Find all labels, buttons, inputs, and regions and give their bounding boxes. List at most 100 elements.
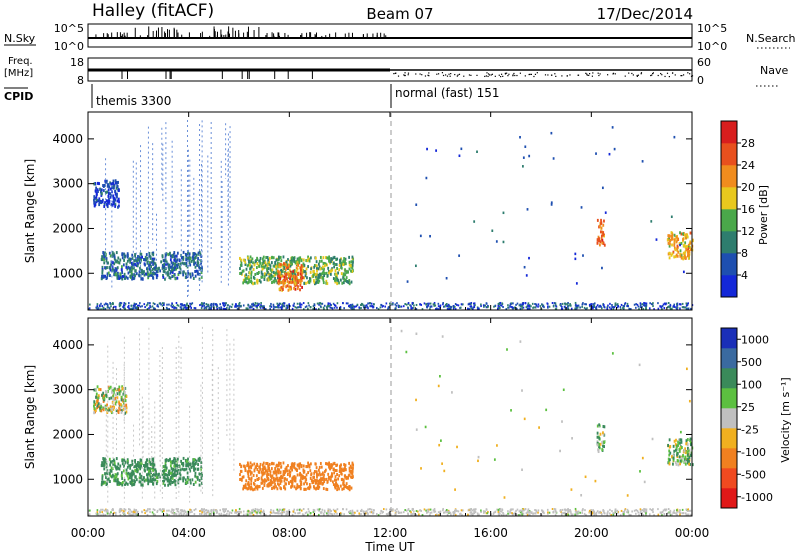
velocity-point <box>110 466 113 470</box>
velocity-point <box>471 514 474 517</box>
power-point <box>426 302 429 305</box>
velocity-point <box>596 424 599 428</box>
power-point <box>130 269 133 273</box>
velocity-point <box>292 510 295 513</box>
nave-dot <box>651 74 653 76</box>
power-point <box>252 282 254 286</box>
velocity-point <box>289 511 291 514</box>
power-point <box>123 302 126 305</box>
nave-dot <box>632 74 634 76</box>
power-point <box>684 256 687 260</box>
velocity-point <box>176 457 179 461</box>
velocity-point <box>286 478 288 482</box>
power-point <box>312 305 315 308</box>
power-point <box>470 305 473 308</box>
nave-dot <box>650 74 652 77</box>
velocity-point <box>320 465 323 469</box>
power-point <box>252 275 255 279</box>
velocity-point <box>184 478 187 482</box>
power-point <box>274 263 277 267</box>
power-point <box>168 275 171 279</box>
power-point <box>313 303 316 306</box>
power-point <box>102 306 105 309</box>
nave-dot <box>671 72 674 74</box>
velocity-point <box>316 473 318 477</box>
velocity-point <box>342 480 345 484</box>
velocity-point <box>118 406 121 410</box>
velocity-point <box>344 468 347 472</box>
velocity-point <box>344 465 346 469</box>
velocity-point <box>104 480 106 484</box>
power-point <box>245 280 248 284</box>
velocity-point <box>149 461 152 465</box>
power-point <box>113 273 116 277</box>
power-point <box>226 306 228 309</box>
velocity-point <box>269 474 272 478</box>
power-point <box>679 243 681 247</box>
velocity-point <box>680 438 683 442</box>
nave-dot <box>637 74 640 76</box>
power-point <box>372 306 374 309</box>
velocity-point <box>239 473 241 477</box>
velocity-point <box>241 475 244 479</box>
power-point <box>266 255 269 259</box>
power-point <box>320 302 322 305</box>
power-point <box>581 303 584 306</box>
velocity-point <box>547 511 549 514</box>
velocity-point <box>236 513 239 516</box>
velocity-point <box>103 461 105 465</box>
velocity-point <box>115 402 117 406</box>
power-point <box>194 256 196 260</box>
power-point <box>376 306 378 309</box>
power-point <box>121 277 124 281</box>
power-point <box>172 274 175 278</box>
power-point <box>595 307 598 310</box>
velocity-point <box>252 488 254 492</box>
velocity-point <box>275 464 278 468</box>
power-point <box>673 240 676 244</box>
velocity-point <box>344 463 347 467</box>
velocity-point <box>679 509 681 512</box>
nsearch-dot <box>456 37 458 38</box>
power-point <box>148 307 150 310</box>
power-point <box>219 308 221 311</box>
power-point <box>110 305 112 308</box>
velocity-point <box>325 487 328 491</box>
velocity-point <box>372 512 374 515</box>
velocity-point <box>279 481 282 485</box>
power-point <box>671 252 674 256</box>
power-point <box>298 279 301 283</box>
power-point <box>308 277 311 281</box>
velocity-point <box>322 487 325 491</box>
power-point <box>550 203 553 206</box>
power-point <box>289 262 292 266</box>
velocity-point <box>254 478 257 482</box>
velocity-point <box>350 466 353 470</box>
velocity-point <box>130 510 133 513</box>
power-point <box>189 257 192 261</box>
velocity-point <box>120 471 123 475</box>
power-point <box>234 305 236 308</box>
power-point <box>126 276 129 280</box>
nave-dot <box>508 73 510 75</box>
velocity-point <box>567 507 569 510</box>
power-point <box>269 305 271 308</box>
velocity-point <box>364 512 367 515</box>
velocity-point <box>251 509 253 512</box>
velocity-point <box>676 453 678 457</box>
power-point <box>197 261 200 265</box>
velocity-point <box>360 513 362 516</box>
power-point <box>344 273 347 277</box>
power-point <box>112 182 115 186</box>
power-point <box>135 261 138 265</box>
velocity-point <box>672 456 675 460</box>
power-point <box>459 306 462 309</box>
velocity-point <box>110 511 112 514</box>
power-point <box>352 308 355 311</box>
velocity-point <box>592 509 595 512</box>
velocity-point <box>675 509 678 512</box>
velocity-point <box>170 510 172 513</box>
velocity-point <box>172 459 175 463</box>
velocity-point <box>260 511 262 514</box>
